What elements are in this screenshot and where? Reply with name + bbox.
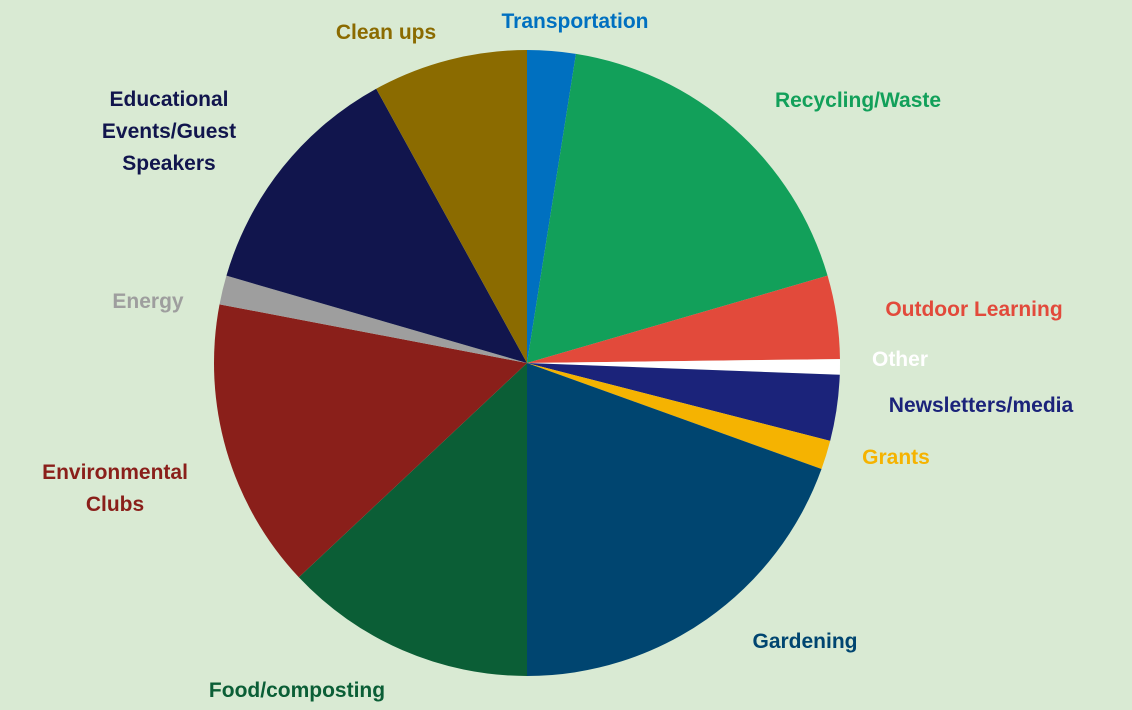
slice-label-other: Other [872,348,928,371]
slice-label-transportation: Transportation [501,10,648,33]
slice-label-energy: Energy [112,290,184,313]
pie-slice-transportation [527,50,576,363]
pie-slice-energy [219,275,528,363]
slice-label-environmental-clubs: Environmental Clubs [42,461,188,516]
pie-slice-recycling-waste [527,53,828,363]
slice-label-recycling-waste: Recycling/Waste [775,89,941,112]
pie-slice-outdoor-learning [527,275,840,363]
pie-slice-other [527,359,841,375]
slice-label-food-composting: Food/composting [209,679,385,702]
slice-label-outdoor-learning: Outdoor Learning [885,298,1062,321]
slice-label-grants: Grants [862,446,930,469]
pie-slices [213,50,841,676]
pie-slice-educational-events-guest-speakers [226,88,527,363]
slice-label-newsletters-media: Newsletters/media [889,394,1074,417]
pie-slice-gardening [527,363,822,676]
pie-slice-grants [527,363,831,470]
pie-slice-environmental-clubs [213,304,527,578]
pie-slice-clean-ups [376,50,527,363]
slice-label-clean-ups: Clean ups [336,21,436,44]
slice-label-gardening: Gardening [752,630,857,653]
pie-slice-food-composting [298,363,527,676]
pie-labels: Transportation Recycling/Waste Outdoor Lea… [42,10,1073,702]
slice-label-educational-events-guest-speakers: Educational Events/Guest Speakers [102,88,236,175]
pie-slice-newsletters-media [527,363,840,441]
